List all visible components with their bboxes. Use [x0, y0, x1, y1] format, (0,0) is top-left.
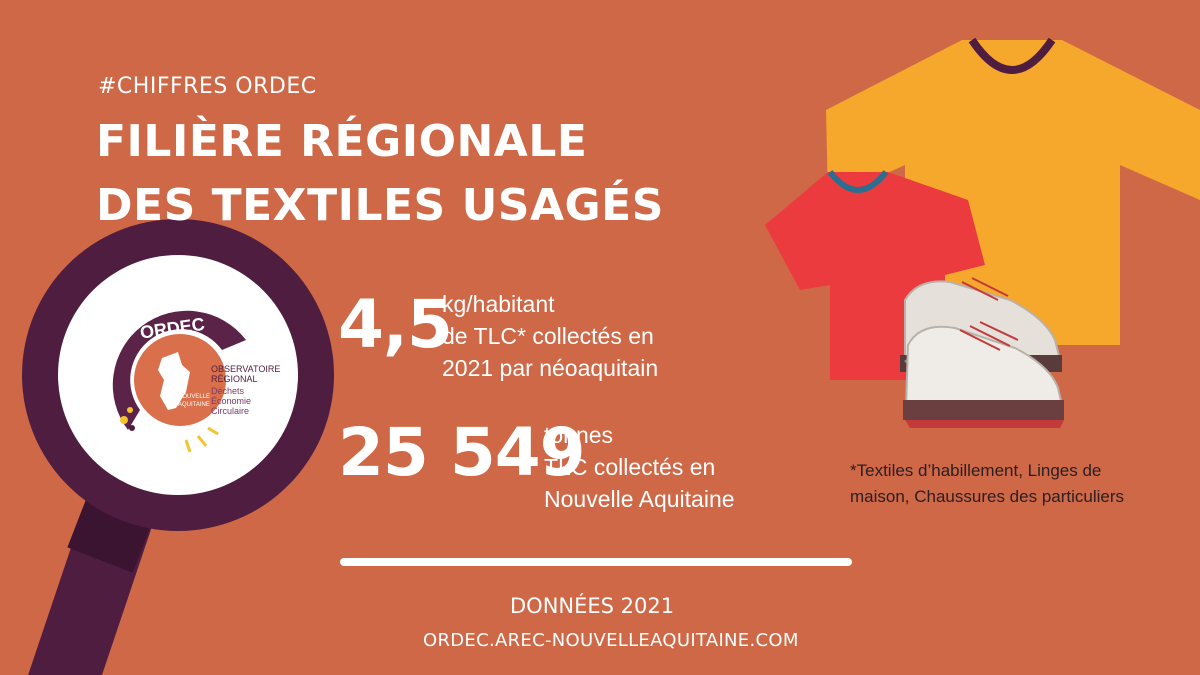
stat-text-tonnes: tonnes TLC collectés en Nouvelle Aquitai… [544, 419, 735, 515]
stat-desc-line: Nouvelle Aquitaine [544, 486, 735, 512]
stat-unit: tonnes [544, 422, 614, 448]
stat-value-per-capita: 4,5 [338, 286, 453, 363]
logo-dechets: Déchets [211, 386, 245, 396]
page-title-line2: DES TEXTILES USAGÉS [96, 180, 664, 231]
page-title-line1: FILIÈRE RÉGIONALE [96, 116, 588, 167]
website-link[interactable]: ORDEC.AREC-NOUVELLEAQUITAINE.COM [423, 630, 799, 651]
magnifying-glass-icon [22, 219, 334, 675]
ordec-logo: ORDEC OBSERVATOIRE RÉGIONAL Déchets Écon… [112, 310, 280, 453]
logo-circulaire: Circulaire [211, 406, 249, 416]
sneakers-icon [900, 277, 1064, 428]
footnote: *Textiles d’habillement, Linges de maiso… [850, 461, 1125, 506]
logo-observatoire: OBSERVATOIRE [211, 364, 280, 374]
stat-desc-line: 2021 par néoaquitain [442, 355, 659, 381]
divider [340, 558, 852, 566]
stat-unit: kg/habitant [442, 291, 555, 317]
stat-text-per-capita: kg/habitant de TLC* collectés en 2021 pa… [442, 288, 658, 384]
stat-desc-line: TLC collectés en [544, 454, 716, 480]
data-year-label: DONNÉES 2021 [510, 594, 675, 618]
logo-regional: RÉGIONAL [211, 374, 258, 384]
stat-value-tonnes: 25 549 [338, 414, 586, 491]
logo-aquitaine: AQUITAINE [178, 402, 210, 408]
stat-desc-line: de TLC* collectés en [442, 323, 654, 349]
hashtag-label: #CHIFFRES ORDEC [98, 74, 317, 99]
logo-nouvelle: NOUVELLE [178, 394, 210, 400]
logo-economie: Économie [211, 396, 251, 406]
